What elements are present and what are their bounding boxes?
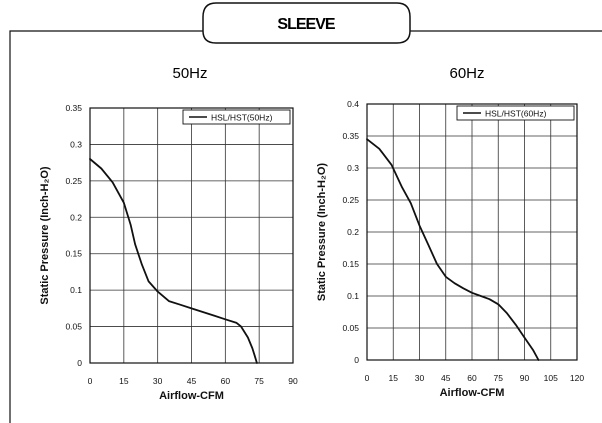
x-axis-title: Airflow-CFM <box>440 387 505 399</box>
x-tick-label: 0 <box>88 376 93 386</box>
x-tick-label: 45 <box>187 376 197 386</box>
y-tick-label: 0.1 <box>347 291 359 301</box>
plot-area <box>366 103 578 361</box>
plot-area <box>89 107 294 364</box>
x-tick-label: 90 <box>288 376 298 386</box>
y-tick-label: 0.15 <box>342 259 359 269</box>
y-tick-label: 0.4 <box>347 99 359 109</box>
y-tick-label: 0.2 <box>347 227 359 237</box>
x-tick-label: 30 <box>153 376 163 386</box>
x-tick-label: 45 <box>441 373 451 383</box>
x-tick-label: 30 <box>415 373 425 383</box>
y-tick-label: 0.1 <box>70 285 82 295</box>
y-tick-label: 0.3 <box>70 139 82 149</box>
legend-box <box>182 109 291 125</box>
y-tick-label: 0.05 <box>342 323 359 333</box>
legend-label: HSL/HST(60Hz) <box>485 109 547 119</box>
chart-60hz: 0 15 30 45 60 75 90 105 120 0 0.05 0.1 0.15 0.2 0.25 0.… <box>316 99 584 399</box>
y-tick-label: 0.2 <box>70 212 82 222</box>
x-tick-label: 120 <box>570 373 584 383</box>
x-tick-label: 15 <box>389 373 399 383</box>
x-tick-label: 60 <box>467 373 477 383</box>
series-line-60hz <box>366 138 540 361</box>
y-tick-label: 0 <box>77 358 82 368</box>
x-tick-label: 105 <box>544 373 558 383</box>
page-title: SLEEVE <box>277 16 335 33</box>
y-axis-title: Static Pressure (Inch-H₂O) <box>316 163 328 301</box>
chart-60hz-title: 60Hz <box>449 65 484 82</box>
x-tick-label: 75 <box>254 376 264 386</box>
legend-label: HSL/HST(50Hz) <box>211 113 273 123</box>
x-tick-label: 90 <box>520 373 530 383</box>
x-tick-label: 0 <box>365 373 370 383</box>
y-tick-label: 0.35 <box>342 131 359 141</box>
x-tick-label: 75 <box>494 373 504 383</box>
title-tab <box>202 2 411 44</box>
x-tick-label: 15 <box>119 376 129 386</box>
y-tick-label: 0.05 <box>65 322 82 332</box>
y-tick-label: 0.25 <box>342 195 359 205</box>
y-axis-title: Static Pressure (Inch-H₂O) <box>39 166 51 304</box>
legend-box <box>456 105 575 121</box>
chart-50hz-title: 50Hz <box>172 65 207 82</box>
y-tick-label: 0.15 <box>65 249 82 259</box>
y-tick-label: 0.3 <box>347 163 359 173</box>
y-tick-label: 0.25 <box>65 176 82 186</box>
series-line-50hz <box>89 158 258 364</box>
y-tick-label: 0 <box>354 355 359 365</box>
x-tick-label: 60 <box>221 376 231 386</box>
x-axis-title: Airflow-CFM <box>159 390 224 402</box>
y-tick-label: 0.35 <box>65 103 82 113</box>
frame-border <box>9 30 203 423</box>
chart-50hz: 0 15 30 45 60 75 90 0 0.05 0.1 0.15 0.2 0.25 0.3 0.35 A… <box>39 103 298 402</box>
